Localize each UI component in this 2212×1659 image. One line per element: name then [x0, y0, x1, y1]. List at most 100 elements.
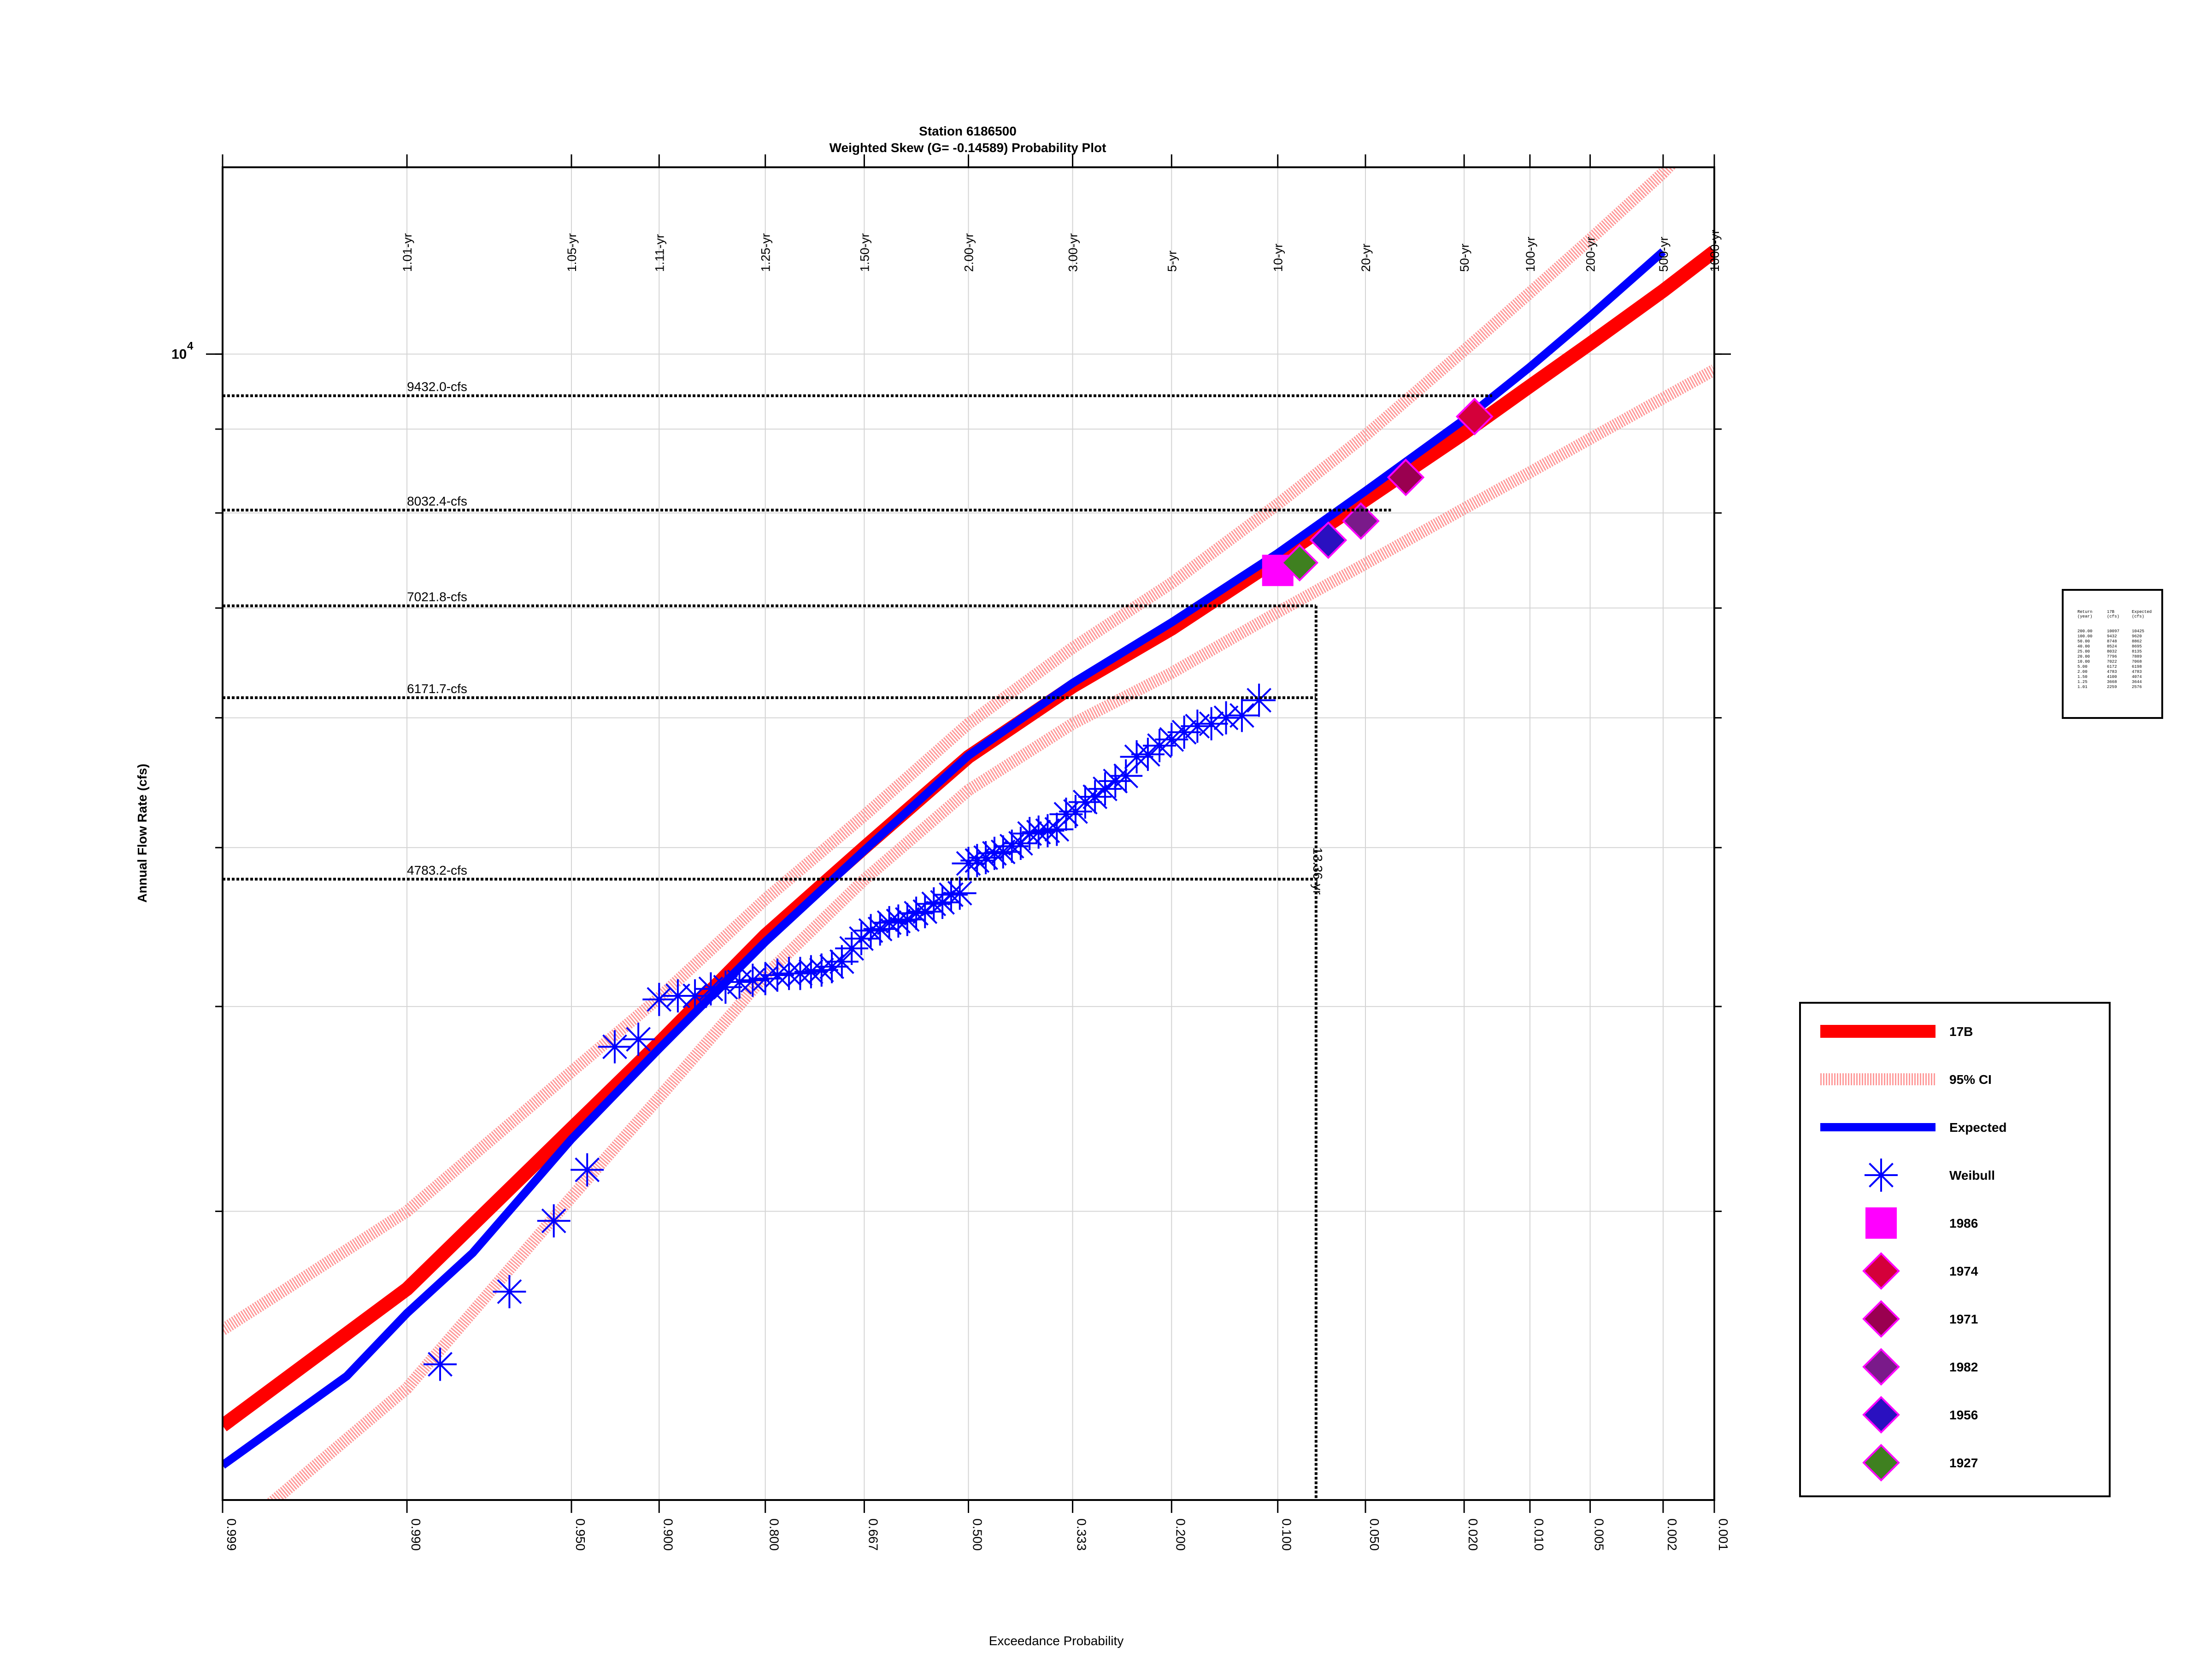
legend-swatch [1865, 1159, 1898, 1192]
plot-frame [222, 166, 1715, 1501]
legend-label: 17B [1949, 1024, 1973, 1039]
y-axis-title: Annual Flow Rate (cfs) [135, 764, 149, 903]
return-period-label: 1.25-yr [759, 233, 773, 272]
weibull-point [986, 835, 1020, 869]
x-tick-label: 0.999 [224, 1518, 239, 1551]
table-cell: 8032 [2107, 649, 2117, 654]
return-period-label: 20-yr [1359, 243, 1373, 272]
legend-item: 1971 [1862, 1300, 1978, 1338]
weibull-point [1078, 780, 1112, 813]
weibull-point [1155, 723, 1188, 756]
marker-1927 [1281, 544, 1319, 582]
x-tick-label: 0.800 [767, 1518, 782, 1551]
legend-swatch [1862, 1444, 1900, 1482]
table-cell: 2259 [2107, 685, 2117, 689]
x-tick-label: 0.333 [1075, 1518, 1089, 1551]
return-period-label: 1.05-yr [565, 233, 579, 272]
legend-label: 1956 [1949, 1408, 1978, 1422]
legend-label: 1982 [1949, 1360, 1978, 1374]
asterisk-stroke [626, 1027, 651, 1052]
table-cell: 2.00 [2077, 670, 2088, 674]
weibull-point [424, 1347, 457, 1381]
table-cell: 8524 [2107, 644, 2117, 649]
table-cell: 4783 [2107, 670, 2117, 674]
return-period-label: 1.01-yr [400, 233, 414, 272]
weibull-point [1120, 740, 1153, 774]
return-period-label: 1.11-yr [653, 234, 666, 272]
x-tick-label: 0.001 [1716, 1518, 1730, 1551]
marker-1971 [1387, 459, 1425, 496]
asterisk-stroke [541, 1208, 566, 1234]
x-tick-label: 0.200 [1173, 1518, 1188, 1551]
asterisk-stroke [1147, 733, 1172, 758]
flow-reference-label: 4783.2-cfs [407, 863, 467, 877]
table-cell: 10425 [2132, 629, 2144, 634]
table-cell: 100.00 [2077, 634, 2092, 639]
legend-swatch [1862, 1252, 1900, 1290]
legend-item: 1956 [1862, 1396, 1978, 1434]
asterisk-stroke [829, 949, 854, 974]
table-cell: 8135 [2132, 649, 2142, 654]
table-cell: 2576 [2132, 685, 2142, 689]
asterisk-stroke [1035, 818, 1060, 843]
legend-item: 1982 [1862, 1348, 1978, 1386]
table-cell: 3644 [2132, 680, 2142, 684]
table-cell: 8862 [2132, 639, 2142, 644]
table-cell: 4783 [2132, 670, 2142, 674]
weibull-point [815, 950, 849, 983]
table-header: Return [2077, 610, 2092, 614]
asterisk-stroke [765, 963, 790, 988]
table-header: 17B [2107, 610, 2115, 614]
legend-item: 17B [1820, 1024, 1973, 1039]
legend-item: 95% CI [1820, 1072, 1992, 1087]
asterisk-stroke [1213, 705, 1239, 730]
weibull-point [598, 1030, 631, 1064]
table-cell: 25.00 [2077, 649, 2090, 654]
table-header: (year) [2077, 614, 2092, 619]
legend-swatch [1862, 1348, 1900, 1386]
weibull-point [1068, 785, 1102, 819]
table-header: (cfs) [2107, 614, 2119, 619]
return-period-label: 50-yr [1458, 243, 1471, 272]
asterisk-stroke [1124, 744, 1149, 770]
asterisk-stroke [665, 983, 690, 1008]
table-cell: 40.00 [2077, 644, 2090, 649]
plot-area [223, 167, 1714, 1500]
asterisk-stroke [798, 959, 824, 984]
asterisk-stroke [1017, 821, 1042, 846]
asterisk-stroke [904, 900, 929, 926]
summary-table: Return(year)17B(cfs)Expected(cfs)200.00 1… [2062, 589, 2163, 719]
return-period-label: 100-yr [1524, 236, 1537, 272]
asterisk-stroke [877, 910, 902, 935]
legend-label: 1974 [1949, 1264, 1978, 1278]
chart-title: Station 6186500 [919, 124, 1017, 138]
table-cell: 10.00 [2077, 659, 2090, 664]
weibull-point [943, 877, 977, 910]
marker-1956 [1309, 521, 1347, 559]
legend-label: 1986 [1949, 1216, 1978, 1230]
x-tick-label: 0.950 [573, 1518, 588, 1551]
legend-label: Expected [1949, 1120, 2007, 1135]
weibull-point [622, 1023, 655, 1056]
table-cell: 9432 [2107, 634, 2117, 639]
table-cell: 4074 [2132, 675, 2142, 679]
legend-item: 1974 [1862, 1252, 1978, 1290]
y-tick-exponent: 4 [187, 340, 194, 352]
weibull-point [1242, 683, 1276, 717]
table-cell: 6198 [2132, 665, 2142, 669]
weibull-point [890, 903, 924, 936]
x-tick-label: 0.010 [1532, 1518, 1546, 1551]
legend-item: Weibull [1865, 1159, 1995, 1192]
asterisk-stroke [575, 1157, 600, 1182]
legend-item: Expected [1820, 1120, 2007, 1135]
weibull-point [1167, 715, 1201, 749]
grid [222, 167, 1715, 1500]
asterisk-stroke [1026, 819, 1051, 845]
asterisk-stroke [1869, 1163, 1894, 1188]
weibull-point [977, 836, 1011, 870]
axes: 0.999 0.990 0.950 0.900 0.800 0.667 0.500 0.333… [171, 154, 1731, 1551]
asterisk-stroke [740, 968, 765, 993]
asterisk-stroke [1199, 711, 1224, 736]
weibull-point [493, 1275, 526, 1308]
asterisk-stroke [1247, 688, 1271, 713]
